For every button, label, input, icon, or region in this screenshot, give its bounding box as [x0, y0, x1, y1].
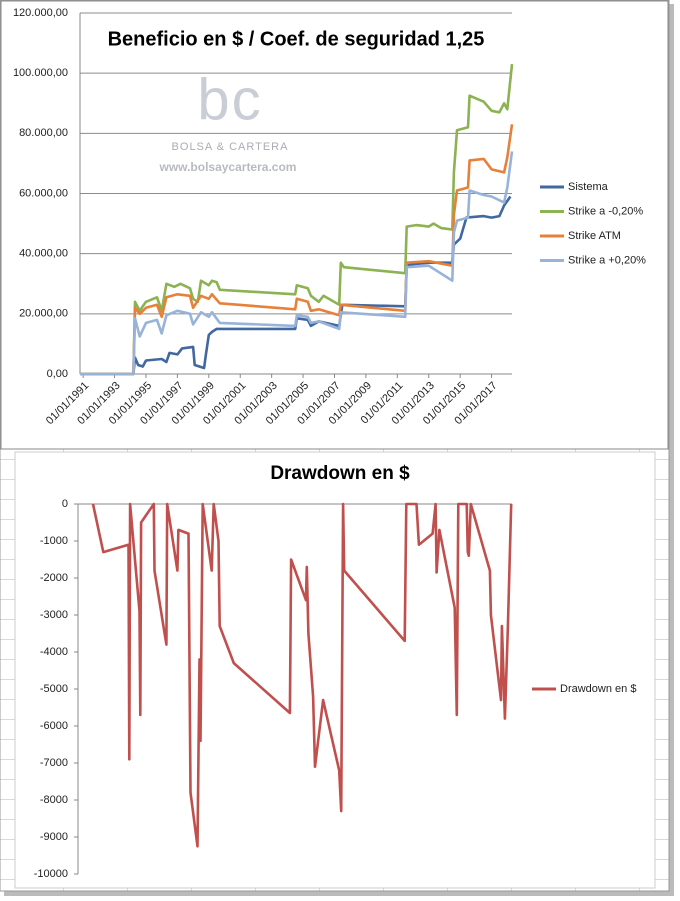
watermark-url: www.bolsaycartera.com	[159, 160, 297, 174]
legend-label: Strike a -0,20%	[568, 205, 643, 217]
legend-label: Strike ATM	[568, 230, 621, 242]
line-series	[80, 124, 514, 376]
y-tick-label: 40.000,00	[19, 248, 68, 260]
y-tick-label: -9000	[40, 831, 68, 843]
chart-panel-bottom	[14, 451, 656, 889]
watermark-logo: bc	[197, 67, 262, 132]
y-tick-label: 20.000,00	[19, 308, 68, 320]
y-tick-label: -4000	[40, 646, 68, 658]
watermark-name: BOLSA & CARTERA	[172, 141, 289, 153]
legend-label: Sistema	[568, 181, 609, 193]
line-series	[91, 502, 513, 848]
legend-label: Strike a +0,20%	[568, 254, 646, 266]
chart-title: Drawdown en $	[270, 463, 410, 484]
y-tick-label: 120.000,00	[13, 7, 68, 19]
line-series	[80, 151, 514, 376]
y-tick-label: 80.000,00	[19, 127, 68, 139]
y-tick-label: -6000	[40, 720, 68, 732]
legend-label: Drawdown en $	[560, 683, 636, 695]
chart-title: Beneficio en $ / Coef. de seguridad 1,25	[108, 28, 485, 50]
watermark: bc BOLSA & CARTERA www.bolsaycartera.com	[159, 67, 297, 174]
y-tick-label: -1000	[40, 535, 68, 547]
y-tick-label: -7000	[40, 757, 68, 769]
line-series	[80, 195, 512, 376]
y-tick-label: -10000	[34, 868, 68, 880]
y-tick-label: -5000	[40, 683, 68, 695]
line-series	[80, 63, 514, 376]
y-tick-label: 100.000,00	[13, 67, 68, 79]
y-tick-label: 0,00	[47, 368, 68, 380]
y-tick-label: -2000	[40, 572, 68, 584]
y-tick-label: 60.000,00	[19, 187, 68, 199]
y-tick-label: -8000	[40, 794, 68, 806]
y-tick-label: -3000	[40, 609, 68, 621]
y-tick-label: 0	[62, 498, 68, 510]
